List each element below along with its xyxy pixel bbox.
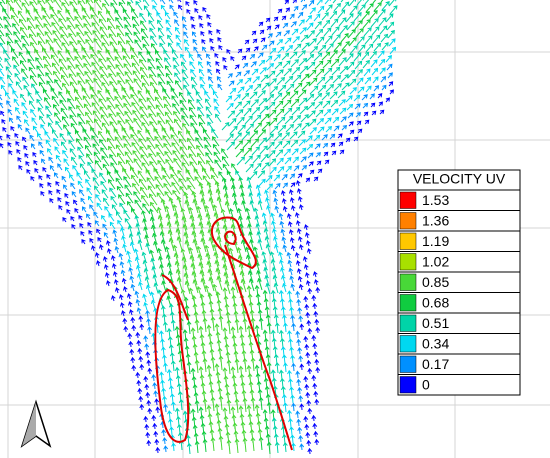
legend-swatch bbox=[399, 355, 417, 373]
legend-label: 0.51 bbox=[422, 315, 449, 331]
arrow-group bbox=[0, 0, 393, 453]
legend-label: 1.02 bbox=[422, 253, 449, 269]
contour bbox=[224, 230, 237, 246]
legend-title: VELOCITY UV bbox=[413, 171, 506, 187]
legend-label: 0.85 bbox=[422, 274, 449, 290]
legend-label: 1.36 bbox=[422, 212, 449, 228]
contour bbox=[161, 274, 189, 321]
legend-swatch bbox=[399, 273, 417, 291]
arrow-group bbox=[0, 0, 394, 455]
legend-label: 1.19 bbox=[422, 233, 449, 249]
legend-swatch bbox=[399, 376, 417, 394]
legend-label: 1.53 bbox=[422, 192, 449, 208]
contour bbox=[224, 244, 293, 451]
legend-label: 0.68 bbox=[422, 294, 449, 310]
legend-label: 0 bbox=[422, 376, 430, 392]
arrow-group bbox=[0, 0, 398, 455]
legend-swatch bbox=[399, 294, 417, 312]
legend-swatch bbox=[399, 335, 417, 353]
arrow-group bbox=[0, 0, 397, 452]
legend-label: 0.17 bbox=[422, 356, 449, 372]
legend-swatch bbox=[399, 253, 417, 271]
legend-swatch bbox=[399, 232, 417, 250]
legend-box bbox=[397, 169, 521, 396]
north-arrow bbox=[20, 399, 52, 448]
legend: VELOCITY UV 1.53 1.36 1.19 1.02 0.85 0.68 0.51… bbox=[397, 169, 521, 396]
legend-swatch bbox=[399, 314, 417, 332]
contour bbox=[154, 288, 190, 443]
contours bbox=[154, 216, 293, 451]
arrow-group bbox=[0, 0, 384, 455]
north-arrow-fill bbox=[22, 402, 36, 446]
legend-label: 0.34 bbox=[422, 335, 449, 351]
legend-swatch bbox=[399, 191, 417, 209]
flow-arrows bbox=[0, 0, 398, 455]
contour bbox=[210, 216, 257, 270]
legend-swatch bbox=[399, 212, 417, 230]
